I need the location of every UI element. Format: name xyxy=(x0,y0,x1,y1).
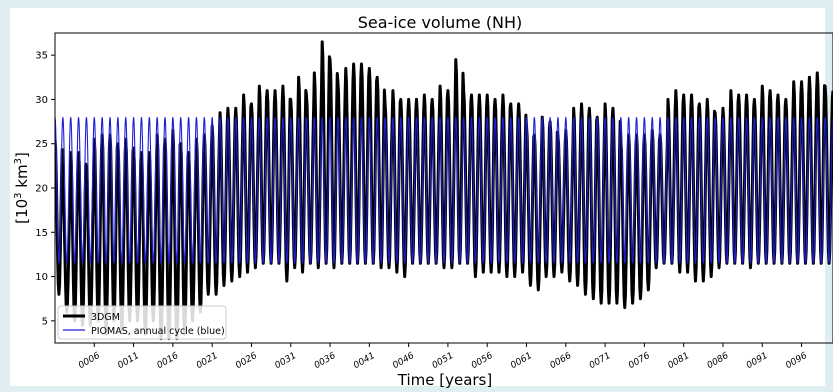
y-label-close: ] xyxy=(13,152,31,158)
legend-label-3dgm: 3DGM xyxy=(91,312,120,323)
y-label-unit-sup: 3 xyxy=(13,158,24,164)
y-tick-label: 5 xyxy=(42,316,48,327)
x-axis-label: Time [years] xyxy=(397,371,492,389)
legend-box xyxy=(57,305,227,340)
y-axis: 5 10 15 20 25 30 35 xyxy=(35,51,55,327)
y-tick-label: 15 xyxy=(35,228,48,239)
y-label-main: [10 xyxy=(13,199,31,224)
y-tick-label: 35 xyxy=(35,51,48,62)
legend: 3DGM PIOMAS, annual cycle (blue) xyxy=(57,305,227,340)
y-tick-label: 20 xyxy=(35,184,48,195)
y-tick-label: 10 xyxy=(35,272,48,283)
y-axis-label: [103 km3] xyxy=(13,152,31,224)
y-label-sup: 3 xyxy=(13,192,24,198)
chart-title: Sea-ice volume (NH) xyxy=(358,13,523,32)
legend-label-piomas: PIOMAS, annual cycle (blue) xyxy=(91,326,225,337)
y-tick-label: 30 xyxy=(35,95,48,106)
y-tick-label: 25 xyxy=(35,139,48,150)
series-line-piomas xyxy=(55,117,833,264)
y-label-unit: km xyxy=(13,164,31,192)
